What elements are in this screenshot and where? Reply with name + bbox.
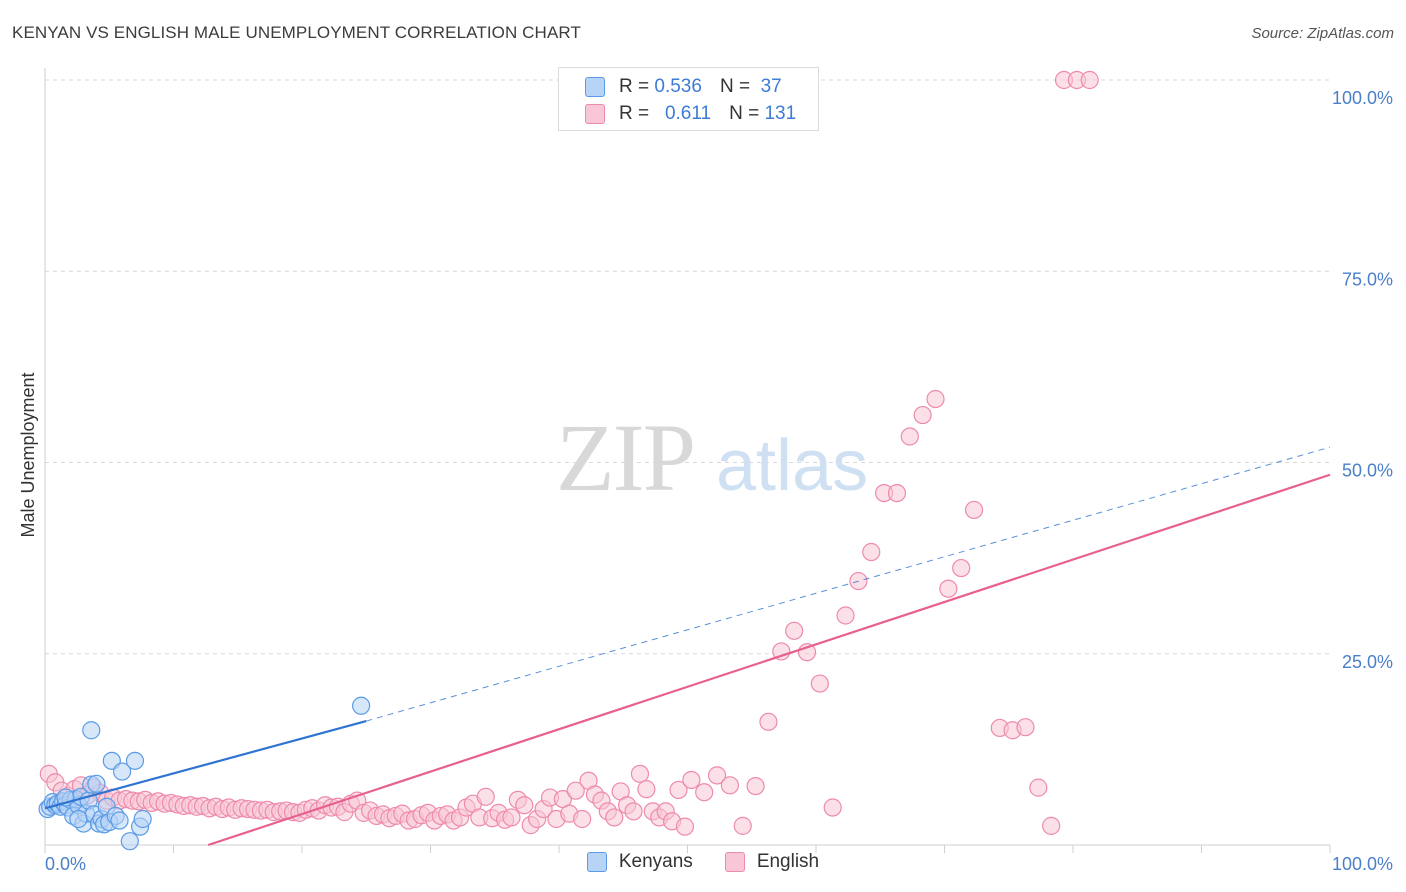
data-point-kenyans xyxy=(352,696,371,715)
series-kenyans-points xyxy=(38,696,371,851)
data-point-kenyans xyxy=(110,811,129,830)
data-point-english xyxy=(952,558,971,578)
legend-row-kenyans: R = 0.536 N = 37 xyxy=(585,74,782,100)
y-tick-label: 50.0% xyxy=(1342,461,1393,481)
watermark-zip: ZIP xyxy=(556,404,694,511)
bottom-legend-label-kenyans: Kenyans xyxy=(618,851,693,872)
data-point-english xyxy=(759,712,778,731)
data-point-english xyxy=(772,642,791,661)
data-point-kenyans xyxy=(133,809,152,829)
legend-r-value: 0.611 xyxy=(664,103,712,124)
trend-lines xyxy=(44,446,1331,847)
data-point-english xyxy=(926,389,945,409)
chart-title: KENYAN VS ENGLISH MALE UNEMPLOYMENT CORR… xyxy=(12,23,581,42)
data-point-english xyxy=(913,405,932,425)
x-tick-label: 0.0% xyxy=(45,854,86,874)
data-point-english xyxy=(630,764,650,783)
data-point-english xyxy=(1029,778,1048,797)
bottom-legend-swatch-kenyans xyxy=(586,852,607,872)
data-point-english xyxy=(573,809,592,829)
trend-line-kenyans-extension xyxy=(366,446,1331,722)
legend-r-label: R = xyxy=(619,76,650,97)
data-point-kenyans xyxy=(69,809,88,829)
legend-swatch-kenyans xyxy=(585,77,605,97)
data-point-english xyxy=(707,766,727,785)
data-point-kenyans xyxy=(87,774,106,793)
watermark-atlas: atlas xyxy=(716,426,868,506)
y-axis-label: Male Unemployment xyxy=(18,372,38,537)
data-point-english xyxy=(515,796,534,815)
bottom-legend-swatch-english xyxy=(724,852,745,872)
axes xyxy=(44,68,1331,853)
data-point-kenyans xyxy=(120,832,139,851)
data-point-english xyxy=(682,770,701,790)
data-point-english xyxy=(939,579,958,598)
data-point-english xyxy=(836,606,855,625)
legend: R = 0.536 N = 37 R = 0.611 N = 131 xyxy=(558,67,819,131)
y-tick-label: 25.0% xyxy=(1342,652,1393,672)
data-point-english xyxy=(810,674,829,693)
data-point-english xyxy=(887,484,907,503)
x-tick-label: 100.0% xyxy=(1332,854,1393,874)
data-point-english xyxy=(733,816,752,835)
data-point-kenyans xyxy=(82,721,101,740)
data-point-english xyxy=(720,776,740,795)
data-point-english xyxy=(476,787,495,806)
data-point-english xyxy=(502,808,521,827)
legend-r-value: 0.536 xyxy=(654,76,702,97)
bottom-legend: Kenyans English xyxy=(0,851,1406,873)
series-english-points xyxy=(39,70,1099,836)
data-point-english xyxy=(823,798,842,817)
data-point-kenyans xyxy=(112,762,132,781)
data-point-english xyxy=(746,776,765,796)
bottom-legend-label-english: English xyxy=(756,851,820,872)
trend-line-kenyans xyxy=(44,720,367,810)
data-point-english xyxy=(1042,816,1061,835)
data-point-english xyxy=(964,500,984,520)
data-point-english xyxy=(862,542,881,562)
legend-n-value: 131 xyxy=(764,103,797,124)
bottom-legend-english: English xyxy=(724,851,820,873)
trend-line-english xyxy=(207,473,1331,847)
data-point-english xyxy=(1080,70,1099,90)
legend-n-label: N = xyxy=(719,76,751,97)
legend-swatch-english xyxy=(585,104,605,124)
grid-lines xyxy=(45,79,1330,655)
data-point-english xyxy=(624,802,643,821)
bottom-legend-kenyans: Kenyans xyxy=(586,851,693,873)
data-point-english xyxy=(1016,718,1035,737)
data-point-english xyxy=(605,808,624,827)
legend-n-value: 37 xyxy=(760,76,782,97)
chart-source: Source: ZipAtlas.com xyxy=(1251,25,1394,42)
data-point-english xyxy=(675,817,695,836)
data-point-english xyxy=(637,780,656,799)
legend-n-label: N = xyxy=(729,103,760,124)
data-point-english xyxy=(669,780,688,800)
data-point-kenyans xyxy=(125,751,145,770)
y-tick-label: 100.0% xyxy=(1332,88,1393,108)
data-point-english xyxy=(695,783,714,802)
data-point-english xyxy=(900,427,919,446)
y-tick-label: 75.0% xyxy=(1342,269,1393,289)
data-point-english xyxy=(566,781,585,800)
tick-labels: 25.0% 50.0% 75.0% 100.0% 0.0% 100.0% xyxy=(45,88,1393,874)
watermark: ZIP atlas xyxy=(556,404,868,511)
legend-r-label: R = xyxy=(619,103,650,124)
legend-row-english: R = 0.611 N = 131 xyxy=(585,101,796,127)
data-point-english xyxy=(785,621,804,640)
